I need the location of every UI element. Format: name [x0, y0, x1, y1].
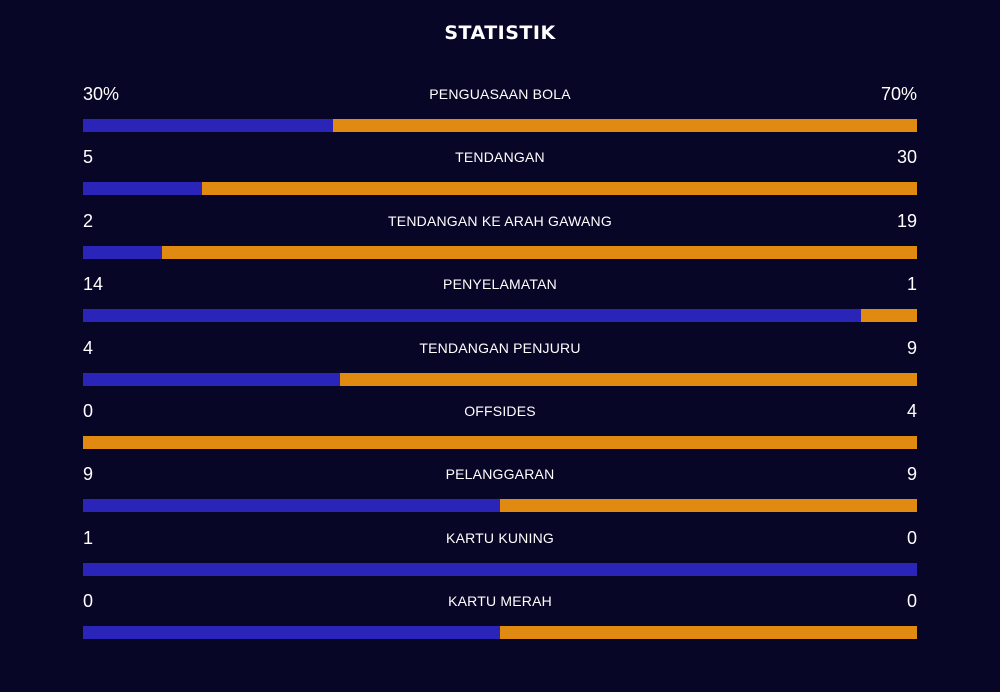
comparison-bar: [83, 182, 917, 196]
away-value: 30: [896, 147, 917, 168]
stats-list: 30% PENGUASAAN BOLA 70% 5 TENDANGAN 30 2 TENDAN…: [83, 80, 917, 651]
away-bar-segment: [202, 182, 917, 196]
stat-row: 9 PELANGGARAN 9: [83, 460, 917, 523]
stat-row: 1 KARTU KUNING 0: [83, 524, 917, 587]
stat-header: 0 KARTU MERAH 0: [83, 587, 917, 625]
home-value: 5: [83, 147, 94, 168]
stat-row: 0 KARTU MERAH 0: [83, 587, 917, 650]
home-bar-segment: [83, 562, 917, 576]
away-value: 0: [906, 527, 917, 548]
page-title: STATISTIK: [444, 22, 556, 44]
stat-row: 4 TENDANGAN PENJURU 9: [83, 334, 917, 397]
away-value: 4: [906, 400, 917, 421]
home-value: 0: [83, 591, 94, 612]
away-bar-segment: [339, 372, 917, 386]
comparison-bar: [83, 309, 917, 323]
home-value: 2: [83, 210, 94, 231]
stat-header: 4 TENDANGAN PENJURU 9: [83, 334, 917, 372]
home-value: 1: [83, 527, 94, 548]
comparison-bar: [83, 119, 917, 132]
home-bar-segment: [83, 182, 203, 196]
stat-header: 5 TENDANGAN 30: [83, 143, 917, 181]
stat-header: 1 KARTU KUNING 0: [83, 524, 917, 562]
stat-row: 30% PENGUASAAN BOLA 70%: [83, 80, 917, 143]
stat-row: 14 PENYELAMATAN 1: [83, 270, 917, 333]
away-value: 70%: [880, 84, 917, 104]
home-bar-segment: [83, 499, 500, 513]
home-value: 9: [83, 464, 94, 485]
stat-label: OFFSIDES: [464, 402, 536, 419]
stat-label: TENDANGAN PENJURU: [419, 339, 581, 356]
comparison-bar: [83, 562, 917, 576]
away-bar-segment: [162, 245, 917, 259]
stat-header: 2 TENDANGAN KE ARAH GAWANG 19: [83, 207, 917, 245]
away-bar-segment: [500, 626, 917, 640]
stat-label: PENGUASAAN BOLA: [429, 86, 571, 102]
home-bar-segment: [83, 626, 500, 640]
home-value: 4: [83, 337, 94, 358]
comparison-bar: [83, 372, 917, 386]
stat-label: PELANGGARAN: [445, 466, 555, 483]
away-value: 9: [906, 464, 917, 485]
away-bar-segment: [861, 309, 917, 323]
stat-header: 14 PENYELAMATAN 1: [83, 270, 917, 308]
stat-header: 9 PELANGGARAN 9: [83, 460, 917, 498]
stat-label: KARTU KUNING: [446, 529, 554, 546]
stat-row: 5 TENDANGAN 30: [83, 143, 917, 206]
stat-header: 0 OFFSIDES 4: [83, 397, 917, 435]
home-value: 30%: [83, 84, 120, 104]
comparison-bar: [83, 245, 917, 259]
stat-row: 0 OFFSIDES 4: [83, 397, 917, 460]
away-bar-segment: [83, 435, 917, 449]
away-value: 9: [906, 337, 917, 358]
away-value: 0: [906, 591, 917, 612]
comparison-bar: [83, 626, 917, 640]
stat-label: KARTU MERAH: [448, 593, 552, 610]
away-bar-segment: [333, 119, 917, 132]
away-value: 19: [896, 210, 917, 231]
stat-label: PENYELAMATAN: [443, 276, 557, 293]
home-value: 14: [83, 274, 104, 295]
stat-label: TENDANGAN: [455, 149, 545, 166]
stat-header: 30% PENGUASAAN BOLA 70%: [83, 80, 917, 118]
stat-label: TENDANGAN KE ARAH GAWANG: [388, 212, 612, 229]
away-value: 1: [906, 274, 917, 295]
home-bar-segment: [83, 245, 163, 259]
comparison-bar: [83, 435, 917, 449]
home-bar-segment: [83, 309, 862, 323]
comparison-bar: [83, 499, 917, 513]
home-value: 0: [83, 400, 94, 421]
home-bar-segment: [83, 372, 340, 386]
away-bar-segment: [500, 499, 917, 513]
home-bar-segment: [83, 119, 334, 132]
stat-row: 2 TENDANGAN KE ARAH GAWANG 19: [83, 207, 917, 270]
